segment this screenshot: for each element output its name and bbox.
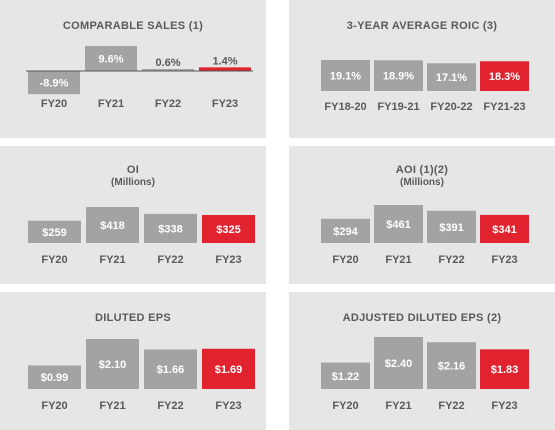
bar-fy21: [86, 339, 139, 389]
chart-title: DILUTED EPS: [94, 312, 172, 324]
category-label: FY20: [332, 400, 358, 412]
data-label: $0.99: [41, 372, 69, 384]
adjusted-diluted-eps-chart: $1.22 FY20 $2.40 FY21 $2.16 FY22 $1.83 FY23: [321, 337, 529, 412]
bar-fy19-21: [374, 60, 423, 91]
data-label: $391: [439, 222, 463, 234]
data-label: 1.4%: [212, 55, 237, 67]
diluted-eps-panel: DILUTED EPS $0.99 FY20 $2.10 FY21 $1.66 FY22 $…: [0, 292, 266, 430]
category-label: FY20: [332, 254, 358, 266]
data-label: 0.6%: [155, 57, 180, 69]
data-label: $294: [333, 226, 358, 238]
category-label: FY23: [491, 254, 517, 266]
category-label: FY22: [438, 400, 464, 412]
bar-fy20: [321, 362, 370, 389]
category-label: FY20: [41, 98, 67, 110]
category-label: FY21: [98, 98, 124, 110]
category-label: FY22: [155, 98, 181, 110]
bar-fy22: [144, 349, 197, 389]
bar-fy20: [28, 220, 81, 243]
chart-title: AOI (1)(2): [395, 164, 449, 176]
category-label: FY21: [385, 400, 411, 412]
data-label: 19.1%: [330, 71, 361, 83]
data-label: $1.69: [215, 364, 243, 376]
chart-title: COMPARABLE SALES (1): [62, 20, 204, 32]
category-label: FY21-23: [483, 101, 525, 113]
data-label: 18.9%: [383, 71, 414, 83]
comparable-sales-panel: COMPARABLE SALES (1) -8.9% FY20 9.6% FY21 0.…: [0, 0, 266, 138]
data-label: $2.10: [99, 359, 127, 371]
data-label: 9.6%: [98, 54, 123, 66]
oi-panel: OI (Millions) $259 FY20 $418 FY21 $338 FY22 $3…: [0, 146, 266, 284]
bar-fy23: [480, 349, 529, 389]
category-label: FY23: [212, 98, 238, 110]
bar-fy20: [321, 218, 370, 243]
data-label: $418: [100, 220, 124, 232]
bar-fy22: [142, 69, 194, 71]
data-label: $325: [216, 224, 240, 236]
category-label: FY19-21: [377, 101, 419, 113]
category-label: FY20: [41, 254, 67, 266]
chart-title: OI: [126, 164, 140, 176]
chart-subtitle: (Millions): [400, 177, 444, 188]
bar-fy20: [28, 71, 80, 95]
comparable-sales-chart: -8.9% FY20 9.6% FY21 0.6% FY22 1.4% FY23: [26, 46, 253, 110]
category-label: FY18-20: [324, 101, 366, 113]
data-label: $1.83: [491, 364, 519, 376]
data-label: 18.3%: [489, 71, 520, 83]
data-label: $341: [492, 224, 516, 236]
bar-fy21: [374, 205, 423, 243]
adjusted-diluted-eps-panel: ADJUSTED DILUTED EPS (2) $1.22 FY20 $2.40 F…: [289, 292, 555, 430]
bar-fy22: [144, 213, 197, 243]
bar-fy23: [480, 214, 529, 243]
bar-fy18-20: [321, 60, 370, 91]
oi-chart: $259 FY20 $418 FY21 $338 FY22 $325 FY23: [28, 207, 255, 266]
data-label: $2.40: [385, 358, 413, 370]
category-label: FY23: [215, 400, 241, 412]
data-label: $2.16: [438, 361, 466, 373]
bar-fy23: [202, 348, 255, 389]
bar-fy21-23: [480, 61, 529, 91]
category-label: FY23: [215, 254, 241, 266]
data-label: $1.22: [332, 371, 360, 383]
category-label: FY22: [157, 254, 183, 266]
chart-subtitle: (Millions): [111, 177, 155, 188]
diluted-eps-chart: $0.99 FY20 $2.10 FY21 $1.66 FY22 $1.69 FY23: [28, 339, 255, 412]
bar-fy20-22: [427, 63, 476, 91]
bar-fy23: [202, 215, 255, 243]
category-label: FY21: [99, 254, 125, 266]
bar-fy23: [199, 67, 251, 71]
chart-title: ADJUSTED DILUTED EPS (2): [342, 312, 502, 324]
roic-panel: 3-YEAR AVERAGE ROIC (3) 19.1% FY18-20 18.9…: [289, 0, 555, 138]
roic-chart: 19.1% FY18-20 18.9% FY19-21 17.1% FY20-22 18.3…: [321, 60, 529, 113]
data-label: $338: [158, 223, 182, 235]
bar-fy21: [86, 207, 139, 243]
category-label: FY20: [41, 400, 67, 412]
category-label: FY21: [385, 254, 411, 266]
aoi-panel: AOI (1)(2) (Millions) $294 FY20 $461 FY21 $3…: [289, 146, 555, 284]
bar-fy21: [85, 46, 137, 71]
data-label: $259: [42, 227, 66, 239]
data-label: $461: [386, 219, 410, 231]
data-label: -8.9%: [40, 78, 69, 90]
data-label: 17.1%: [436, 72, 467, 84]
category-label: FY21: [99, 400, 125, 412]
bar-fy20: [28, 365, 81, 389]
category-label: FY20-22: [430, 101, 472, 113]
bar-fy22: [427, 342, 476, 389]
category-label: FY22: [438, 254, 464, 266]
category-label: FY23: [491, 400, 517, 412]
bar-fy21: [374, 337, 423, 389]
aoi-chart: $294 FY20 $461 FY21 $391 FY22 $341 FY23: [321, 205, 529, 266]
bar-fy22: [427, 210, 476, 243]
chart-title: 3-YEAR AVERAGE ROIC (3): [346, 20, 498, 32]
category-label: FY22: [157, 400, 183, 412]
data-label: $1.66: [157, 364, 185, 376]
